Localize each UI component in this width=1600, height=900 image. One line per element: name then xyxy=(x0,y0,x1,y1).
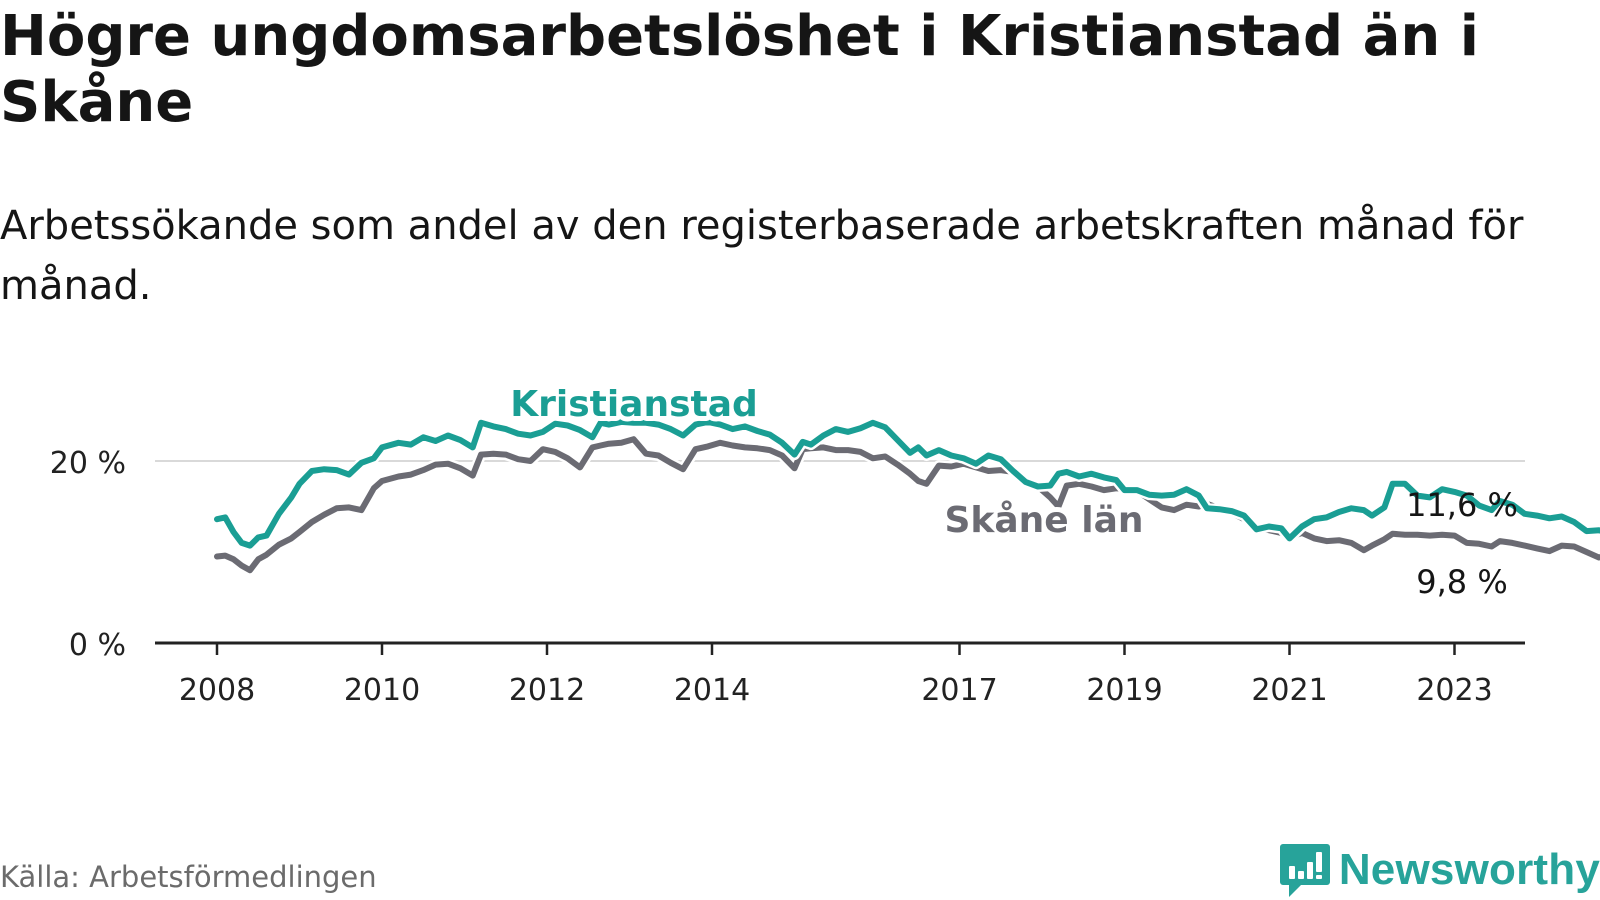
axes: 0 % 20 % 2008 2010 2012 2014 2017 2019 2021 2023 xyxy=(50,446,1525,708)
end-label-kristianstad: 11,6 % xyxy=(1406,486,1518,524)
y-tick-label: 0 % xyxy=(69,628,126,663)
series-line-skane xyxy=(214,436,1600,574)
series-label-skane-halo: Skåne län xyxy=(944,500,1143,541)
chart-title: Högre ungdomsarbetslöshet i Kristianstad… xyxy=(0,4,1479,135)
brand-logo: Newsworthy xyxy=(1279,842,1600,898)
x-tick-label: 2017 xyxy=(921,673,997,708)
end-label-skane: 9,8 % xyxy=(1416,563,1507,601)
x-tick-label: 2023 xyxy=(1416,673,1492,708)
newsworthy-logo-icon xyxy=(1279,844,1330,897)
y-tick-label: 20 % xyxy=(50,446,126,481)
brand-name: Newsworthy xyxy=(1338,845,1600,894)
series-halo xyxy=(216,433,1600,576)
series-lines xyxy=(214,416,1600,576)
series-label-kristianstad: Kristianstad xyxy=(510,384,758,425)
x-tick-label: 2021 xyxy=(1251,673,1327,708)
x-tick-label: 2014 xyxy=(674,673,750,708)
x-tick-label: 2008 xyxy=(179,673,255,708)
x-tick-label: 2012 xyxy=(509,673,585,708)
series-line-kristianstad xyxy=(214,418,1600,549)
source-note: Källa: Arbetsförmedlingen xyxy=(0,860,377,894)
x-tick-label: 2010 xyxy=(344,673,420,708)
series-label-kristianstad-halo: Kristianstad xyxy=(510,384,758,425)
series-label-skane: Skåne län xyxy=(944,500,1143,541)
x-tick-label: 2019 xyxy=(1086,673,1162,708)
chart-subtitle: Arbetssökande som andel av den registerb… xyxy=(0,203,1524,309)
